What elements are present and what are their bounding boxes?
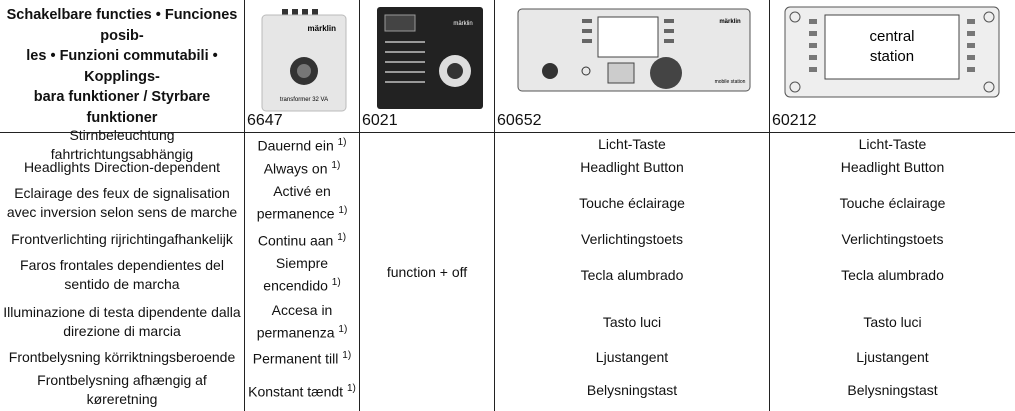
product-60212: central station 60212 (770, 0, 1015, 133)
cell-6647: Continu aan 1) (245, 227, 360, 251)
function-cell: Frontverlichting rijrichtingafhankelijk (0, 227, 245, 251)
footnote: 1) (331, 160, 341, 172)
cell-text: Konstant tændt 1) (248, 379, 356, 402)
cell-6647: Konstant tændt 1) (245, 369, 360, 411)
function-cell: Frontbelysning afhængig af køreretning (0, 369, 245, 411)
screen-label: station (870, 48, 914, 65)
footnote: 1) (337, 137, 347, 149)
cell-60212: Tasto luci (863, 313, 922, 330)
title-line: les • Funzioni commutabili • Kopplings- (26, 48, 218, 85)
cell-6647: Always on 1) (245, 156, 360, 179)
value: Dauernd ein (257, 137, 334, 154)
cell-text: Activé en permanence 1) (246, 182, 358, 224)
cell-text: Accesa in permanenza 1) (246, 301, 358, 343)
function-cell: Illuminazione di testa dipendente dalla … (0, 299, 245, 345)
value: Always on (263, 160, 328, 177)
product-number: 60652 (497, 112, 542, 129)
cell-text: Always on 1) (264, 156, 341, 179)
function-cell: Faros frontales dependientes del sentido… (0, 251, 245, 299)
cell-6647: Activé en permanence 1) (245, 179, 360, 227)
cell-6647: Dauernd ein 1) (245, 133, 360, 156)
footnote: 1) (342, 349, 352, 361)
cell-60212: Headlight Button (840, 159, 945, 175)
cell-60212: Touche éclairage (839, 194, 946, 211)
cell-60652: Headlight Button (495, 156, 770, 179)
function-cell: Headlights Direction-dependent (0, 156, 245, 179)
title-line: Schakelbare functies • Funciones posib- (6, 7, 238, 44)
cell-60652: Verlichtingstoets (495, 227, 770, 251)
cell-text: Siempre encendido 1) (246, 254, 358, 296)
function-cell: Frontbelysning körriktningsberoende (0, 345, 245, 369)
value: Continu aan (257, 232, 334, 249)
cell-60212: Verlichtingstoets (841, 230, 944, 247)
product-60652: märklin mobile station 60652 (495, 0, 770, 133)
cell-60212: Licht-Taste (858, 136, 927, 152)
title-line: Functions • Fonctions commutables• (3, 0, 241, 5)
product-number: 60212 (772, 112, 817, 129)
cell-text: Permanent till 1) (253, 346, 351, 369)
cell-text: Dauernd ein 1) (257, 133, 346, 156)
function-cell: Eclairage des feux de signalisation avec… (0, 179, 245, 227)
cell-6647: Siempre encendido 1) (245, 251, 360, 299)
cell-60212: Belysningstast (847, 381, 938, 398)
product-6021: märklin 6021 (360, 0, 495, 133)
control-unit-image: märklin (377, 7, 483, 109)
cell-6647: Permanent till 1) (245, 345, 360, 369)
value: Activé en permanence (256, 183, 335, 222)
screen-label: central (869, 28, 914, 45)
cell-60212: Ljustangent (856, 348, 929, 365)
model-label: transformer 32 VA (280, 97, 328, 103)
title-line: bara funktioner / Styrbare funktioner (33, 89, 211, 126)
product-number: 6021 (362, 112, 398, 129)
value: Permanent till (252, 350, 339, 367)
value: Siempre encendido (263, 255, 329, 294)
cell-6647: Accesa in permanenza 1) (245, 299, 360, 345)
cell-60652: Touche éclairage (495, 179, 770, 227)
cell-60652: Tasto luci (495, 299, 770, 345)
brand: märklin (719, 19, 741, 25)
model-label: mobile station (715, 79, 746, 85)
brand: märklin (308, 24, 337, 33)
value: Konstant tændt (248, 383, 344, 400)
cell-60652: Licht-Taste (495, 133, 770, 156)
cell-60652: Tecla alumbrado (495, 251, 770, 299)
cell-text: Continu aan 1) (258, 228, 346, 251)
product-number: 6647 (247, 112, 283, 129)
transformer-image: märklin transformer 32 VA (261, 9, 347, 112)
cell-60212: Tecla alumbrado (841, 266, 944, 283)
footnote: 1) (346, 382, 356, 394)
product-6647: märklin transformer 32 VA 6647 (245, 0, 360, 133)
footnote: 1) (331, 277, 341, 289)
cell-60652: Ljustangent (495, 345, 770, 369)
function-cell: Stirnbeleuchtung fahrtrichtungsabhängig (0, 127, 245, 162)
cell-6021: function + off (360, 133, 495, 411)
footnote: 1) (337, 231, 347, 243)
cell-60652: Belysningstast (495, 369, 770, 411)
central-station-image: central station (784, 6, 1000, 98)
header-title: Schaltbare Funktionen • ControllableFunc… (0, 0, 245, 133)
value: Accesa in permanenza (256, 302, 335, 341)
mobile-station-image: märklin mobile station (517, 8, 751, 92)
footnote: 1) (338, 205, 348, 217)
brand: märklin (453, 21, 472, 27)
footnote: 1) (338, 324, 348, 336)
